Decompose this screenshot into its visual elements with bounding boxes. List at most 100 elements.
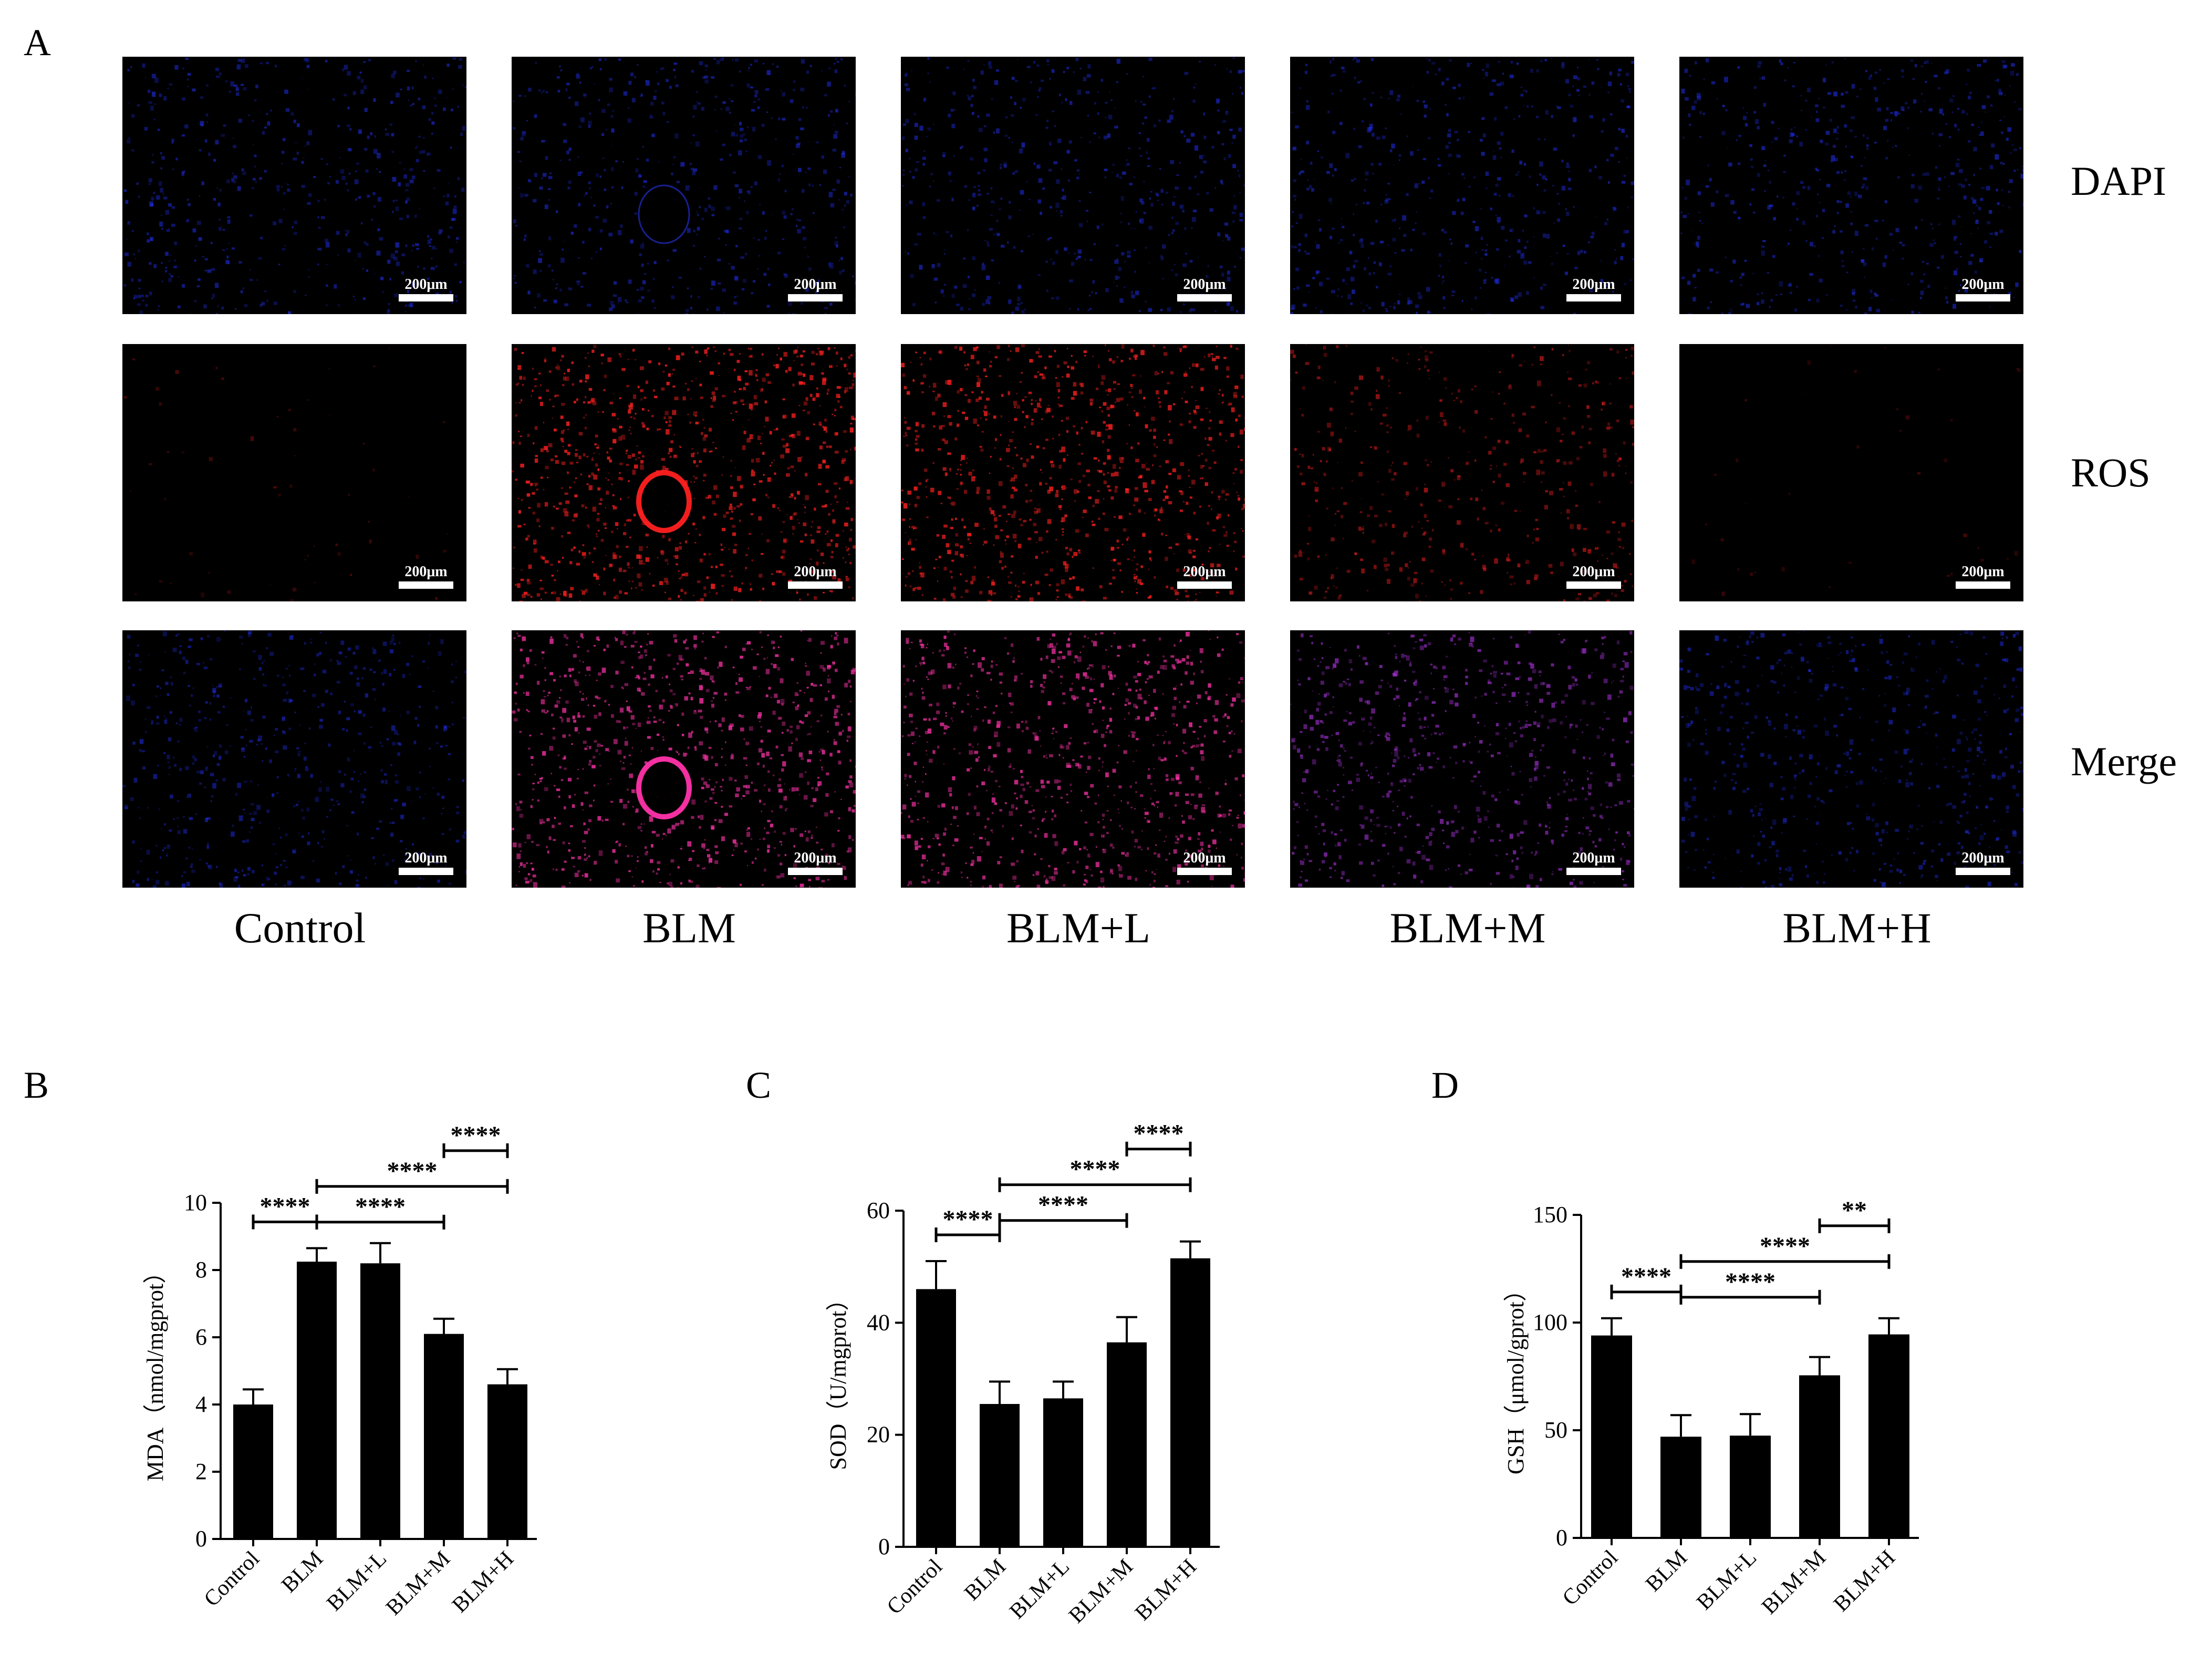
row-label-merge: Merge [2071, 738, 2177, 784]
bar-control [233, 1404, 273, 1539]
y-tick-label: 100 [1533, 1309, 1567, 1335]
micrograph-dapi-blm-m: 200μm [1290, 57, 1634, 314]
x-tick-label: BLM+H [1130, 1555, 1201, 1626]
scale-bar [1177, 294, 1232, 301]
x-tick-label: BLM+L [322, 1547, 391, 1616]
y-tick-label: 60 [867, 1198, 890, 1223]
scale-bar-label: 200μm [794, 564, 837, 580]
micrograph-merge-control: 200μm [122, 630, 466, 888]
significance-label: **** [1725, 1268, 1775, 1296]
x-tick-label: Control [200, 1547, 264, 1611]
y-tick-label: 10 [184, 1190, 207, 1215]
x-tick-label: BLM [960, 1555, 1011, 1606]
significance-label: **** [1760, 1232, 1810, 1260]
panel-c-letter: C [746, 1064, 772, 1106]
y-axis-label: GSH（μmol/gprot） [1503, 1278, 1529, 1474]
significance-label: **** [1070, 1156, 1120, 1183]
column-label-blm: BLM [642, 904, 736, 952]
bar-control [1591, 1335, 1632, 1538]
bar-control [916, 1289, 956, 1547]
scale-bar [1177, 868, 1232, 875]
x-tick-label: Control [882, 1555, 947, 1619]
y-axis-label: MDA（nmol/mgprot） [142, 1261, 168, 1481]
y-tick-label: 6 [195, 1324, 207, 1350]
bar-blm-m [424, 1334, 464, 1539]
micrograph-merge-blm-m: 200μm [1290, 630, 1634, 888]
column-label-blm-l: BLM+L [1006, 904, 1151, 952]
x-tick-label: BLM [1641, 1546, 1692, 1597]
micrograph-dapi-blm-h: 200μm [1679, 57, 2023, 314]
significance-label: **** [1134, 1120, 1184, 1148]
scale-bar [1956, 294, 2010, 301]
panel-b-letter: B [24, 1064, 49, 1106]
micrograph-merge-blm-h: 200μm [1679, 630, 2023, 888]
micrograph-ros-blm-h: 200μm [1679, 344, 2023, 601]
sod-bar-chart: 0 20 40 60 SOD（U/mgprot） Control BLMBLM+LBLM+M… [825, 1120, 1220, 1628]
scale-bar-label: 200μm [404, 564, 448, 580]
micrograph-dapi-blm: 200μm [512, 57, 856, 314]
significance-label: **** [451, 1121, 501, 1149]
bar-blm-h [487, 1384, 527, 1539]
scale-bar-label: 200μm [794, 850, 837, 866]
scale-bar-label: 200μm [794, 276, 837, 293]
significance-label: **** [387, 1157, 438, 1185]
scale-bar [788, 581, 843, 589]
scale-bar [1177, 581, 1232, 589]
scale-bar [1956, 581, 2010, 589]
micrograph-dapi-control: 200μm [122, 57, 466, 314]
scale-bar [399, 581, 453, 589]
x-tick-label: BLM+L [1692, 1546, 1761, 1615]
bar-blm [297, 1262, 337, 1539]
scale-bar-label: 200μm [1961, 564, 2005, 580]
scale-bar-label: 200μm [1572, 564, 1615, 580]
bar-blm-l [1043, 1398, 1083, 1547]
bar-blm-h [1868, 1334, 1909, 1538]
row-label-dapi: DAPI [2071, 158, 2167, 204]
bar-blm [980, 1404, 1020, 1547]
scale-bar [1956, 868, 2010, 875]
y-tick-label: 0 [1556, 1525, 1567, 1551]
x-tick-label: BLM+L [1005, 1555, 1074, 1624]
scale-bar-label: 200μm [1183, 276, 1226, 293]
x-tick-label: Control [1558, 1546, 1623, 1610]
scale-bar [1566, 294, 1621, 301]
bar-blm-m [1107, 1342, 1147, 1547]
significance-label: **** [1621, 1263, 1671, 1291]
x-tick-label: BLM+M [1064, 1555, 1138, 1628]
significance-label: **** [943, 1205, 993, 1233]
micrograph-merge-blm-l: 200μm [901, 630, 1245, 888]
scale-bar-label: 200μm [404, 276, 448, 293]
micrograph-ros-control: 200μm [122, 344, 466, 601]
scale-bar-label: 200μm [1572, 850, 1615, 866]
y-tick-label: 2 [195, 1459, 207, 1484]
x-tick-label: BLM+H [448, 1547, 518, 1618]
scale-bar [1566, 581, 1621, 589]
scale-bar-label: 200μm [1961, 850, 2005, 866]
y-tick-label: 40 [867, 1309, 890, 1335]
panel-d-letter: D [1431, 1064, 1459, 1106]
scale-bar [1566, 868, 1621, 875]
significance-label: **** [1038, 1191, 1088, 1219]
row-label-ros: ROS [2071, 450, 2151, 495]
y-tick-label: 50 [1544, 1417, 1567, 1443]
micrograph-ros-blm-l: 200μm [901, 344, 1245, 601]
micrograph-merge-blm: 200μm [512, 630, 856, 888]
y-tick-label: 0 [195, 1526, 207, 1552]
significance-label: ** [1842, 1197, 1867, 1224]
column-label-control: Control [234, 904, 366, 952]
y-tick-label: 0 [878, 1534, 890, 1559]
bar-blm [1660, 1437, 1701, 1538]
scale-bar-label: 200μm [1572, 276, 1615, 293]
column-label-blm-m: BLM+M [1389, 904, 1546, 952]
x-tick-label: BLM+M [381, 1547, 455, 1620]
significance-label: **** [260, 1192, 310, 1220]
y-tick-label: 150 [1533, 1202, 1567, 1227]
x-tick-label: BLM [277, 1547, 328, 1598]
panel-a-letter: A [24, 22, 51, 64]
scale-bar [399, 868, 453, 875]
scale-bar [399, 294, 453, 301]
micrograph-ros-blm: 200μm [512, 344, 856, 601]
column-label-blm-h: BLM+H [1782, 904, 1931, 952]
